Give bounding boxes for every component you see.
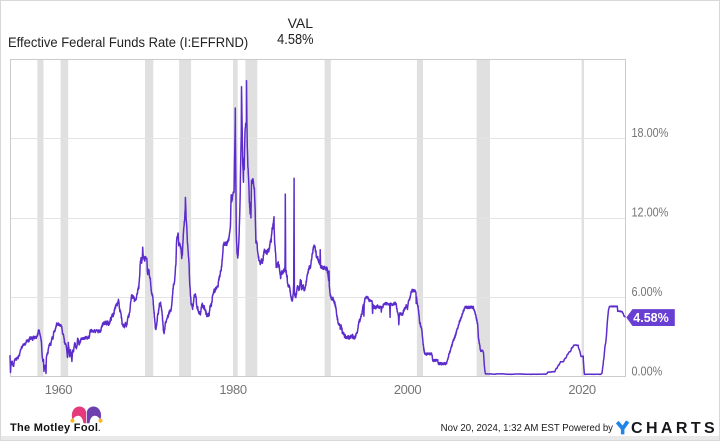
svg-text:1980: 1980 (219, 382, 246, 397)
svg-text:2000: 2000 (394, 382, 421, 397)
svg-text:4.58%: 4.58% (633, 311, 668, 325)
svg-text:12.00%: 12.00% (632, 206, 669, 220)
svg-text:1960: 1960 (45, 382, 72, 397)
svg-text:18.00%: 18.00% (632, 126, 669, 140)
svg-text:6.00%: 6.00% (632, 285, 663, 299)
svg-text:2020: 2020 (568, 382, 595, 397)
svg-text:0.00%: 0.00% (632, 365, 663, 379)
